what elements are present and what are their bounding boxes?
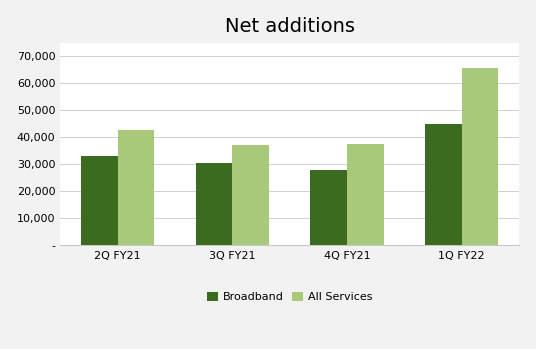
Title: Net additions: Net additions: [225, 17, 355, 36]
Bar: [81, 156, 118, 245]
Bar: [310, 170, 347, 245]
Bar: [118, 131, 154, 245]
Bar: [461, 68, 498, 245]
Bar: [425, 124, 461, 245]
Bar: [196, 163, 233, 245]
Legend: Broadband, All Services: Broadband, All Services: [203, 287, 377, 306]
Bar: [347, 144, 384, 245]
Bar: [233, 145, 269, 245]
